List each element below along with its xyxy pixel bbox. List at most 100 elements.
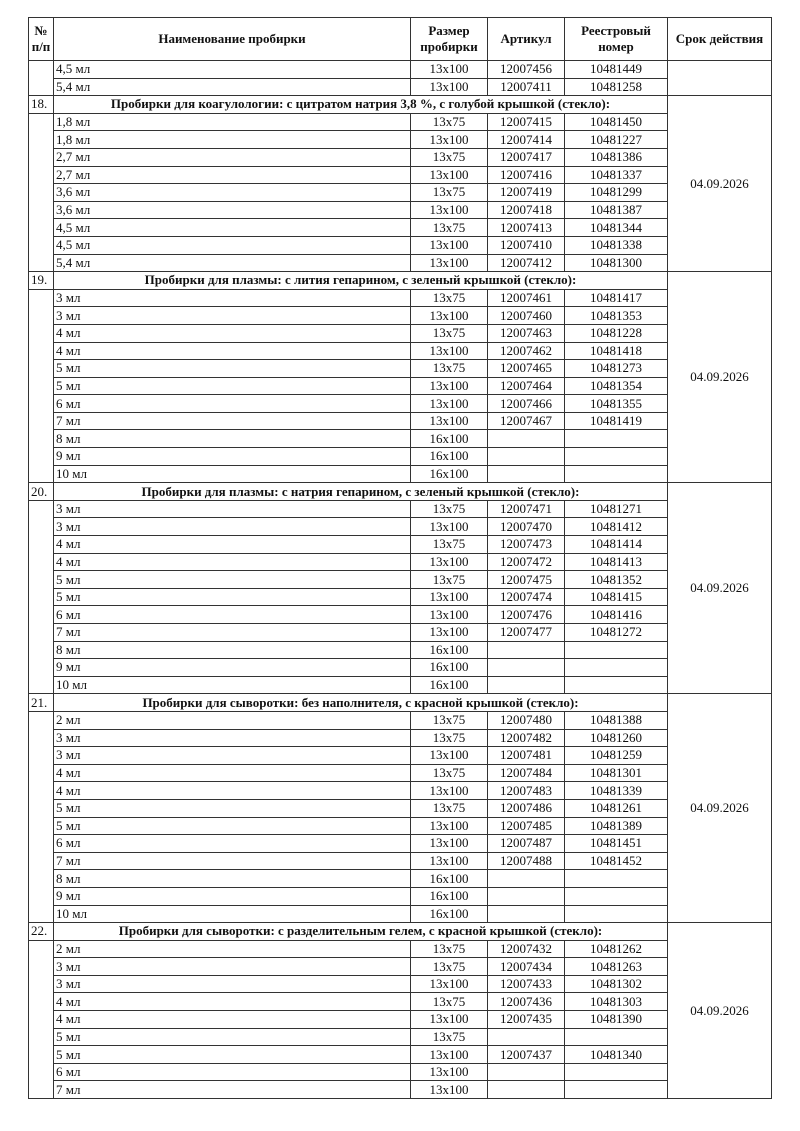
- tube-registry-number: 10481301: [564, 763, 668, 783]
- tube-volume: 6 мл: [53, 834, 411, 853]
- tube-registry-number: [564, 904, 668, 924]
- tube-registry-number: [564, 658, 668, 677]
- tube-volume: 5,4 мл: [53, 77, 411, 97]
- table-row: 3 мл 13x75 12007471 10481271: [28, 499, 772, 695]
- table-row: 2,7 мл 13x75 12007417 10481386: [29, 147, 772, 167]
- tube-registry-number: 10481419: [564, 411, 668, 431]
- tube-article: 12007464: [487, 376, 565, 396]
- tube-volume: 2 мл: [53, 710, 411, 730]
- tube-volume: 3 мл: [53, 499, 411, 519]
- tube-registry-number: 10481340: [564, 1045, 668, 1064]
- tube-article: 12007416: [487, 165, 565, 185]
- section-number: 22.: [28, 922, 54, 941]
- tube-size: 13x100: [410, 1010, 488, 1029]
- tube-article: 12007487: [487, 834, 565, 853]
- tube-article: 12007471: [487, 499, 565, 519]
- tube-size: 13x100: [410, 341, 488, 361]
- table-row: 3 мл 13x75 12007461 10481417: [28, 288, 772, 484]
- tube-size: 13x100: [410, 552, 488, 572]
- section-number: 18.: [28, 95, 54, 114]
- header-name: Наименование пробирки: [53, 17, 411, 61]
- table-row: 6 мл 13x100: [29, 1062, 772, 1082]
- tube-size: 16x100: [410, 640, 488, 660]
- tube-registry-number: [564, 886, 668, 906]
- expiry-date: 04.09.2026: [667, 693, 772, 924]
- tube-volume: 5 мл: [53, 1027, 411, 1047]
- tube-article: [487, 447, 565, 466]
- table-row: 4 мл 13x100 12007462 10481418: [29, 341, 772, 361]
- tube-size: 13x100: [410, 77, 488, 97]
- tube-article: 12007461: [487, 288, 565, 308]
- tube-volume: 3,6 мл: [53, 200, 411, 220]
- tube-article: [487, 904, 565, 924]
- tube-registry-number: 10481303: [564, 992, 668, 1012]
- tube-article: 12007456: [487, 60, 565, 79]
- header-num: № п/п: [28, 17, 54, 61]
- table-row: 7 мл 13x100 12007467 10481419: [29, 411, 772, 431]
- tube-registry-number: 10481449: [564, 60, 668, 79]
- tube-size: 13x75: [410, 183, 488, 202]
- tube-article: 12007413: [487, 218, 565, 237]
- table-row: 10 мл 16x100: [29, 464, 772, 484]
- tube-size: 13x100: [410, 306, 488, 325]
- tube-registry-number: 10481272: [564, 623, 668, 642]
- tube-article: 12007434: [487, 957, 565, 976]
- tube-article: 12007418: [487, 200, 565, 220]
- section-header-row: 19. Пробирки для плазмы: с лития гепарино…: [28, 271, 772, 484]
- tube-size: 16x100: [410, 886, 488, 906]
- number-spacer-cell: [28, 710, 54, 924]
- tube-registry-number: [564, 1080, 668, 1100]
- tube-size: 13x100: [410, 605, 488, 624]
- section-number: 20.: [28, 482, 54, 501]
- tube-article: 12007476: [487, 605, 565, 624]
- tube-registry-number: [564, 640, 668, 660]
- tube-size: 16x100: [410, 447, 488, 466]
- tube-size: 13x75: [410, 992, 488, 1012]
- tube-volume: 9 мл: [53, 447, 411, 466]
- tube-registry-number: [564, 429, 668, 449]
- table-row: 3 мл 13x100 12007481 10481259: [29, 746, 772, 765]
- tube-article: [487, 464, 565, 484]
- number-spacer-cell: [28, 499, 54, 695]
- table-row: 3 мл 13x100 12007470 10481412: [29, 517, 772, 537]
- tube-article: 12007470: [487, 517, 565, 537]
- tube-volume: 3 мл: [53, 746, 411, 765]
- tube-volume: 4,5 мл: [53, 218, 411, 237]
- tube-volume: 4 мл: [53, 763, 411, 783]
- tube-registry-number: 10481339: [564, 781, 668, 800]
- table-body: 4,5 мл 13x100 12007456 10481449 5,4 мл 13x100…: [28, 59, 772, 1100]
- tube-registry-number: 10481390: [564, 1010, 668, 1029]
- tube-size: 13x75: [410, 1027, 488, 1047]
- tube-volume: 7 мл: [53, 623, 411, 642]
- table-row: 8 мл 16x100: [29, 429, 772, 449]
- tube-article: 12007472: [487, 552, 565, 572]
- tube-size: 13x100: [410, 974, 488, 994]
- tube-volume: 5 мл: [53, 798, 411, 818]
- tube-article: [487, 869, 565, 888]
- tube-article: [487, 675, 565, 695]
- expiry-date: [667, 59, 772, 97]
- tube-article: 12007482: [487, 728, 565, 748]
- tube-size: 13x100: [410, 200, 488, 220]
- tube-registry-number: [564, 869, 668, 888]
- section-title: Пробирки для плазмы: с лития гепарином, …: [53, 271, 668, 290]
- tube-article: 12007463: [487, 323, 565, 343]
- tube-size: 13x100: [410, 1080, 488, 1100]
- tube-size: 16x100: [410, 464, 488, 484]
- section-title: Пробирки для плазмы: с натрия гепарином,…: [53, 482, 668, 501]
- tube-volume: 7 мл: [53, 411, 411, 431]
- tube-article: 12007484: [487, 763, 565, 783]
- tube-volume: 3 мл: [53, 517, 411, 537]
- tube-volume: 4 мл: [53, 992, 411, 1012]
- tube-size: 13x100: [410, 253, 488, 273]
- tube-size: 16x100: [410, 429, 488, 449]
- header-row: № п/п Наименование пробирки Размер проби…: [28, 17, 772, 61]
- tube-article: 12007414: [487, 130, 565, 149]
- table-row: 7 мл 13x100 12007488 10481452: [29, 851, 772, 871]
- tube-registry-number: 10481352: [564, 570, 668, 589]
- tube-registry-number: 10481258: [564, 77, 668, 97]
- tube-volume: 2,7 мл: [53, 147, 411, 167]
- tube-size: 16x100: [410, 658, 488, 677]
- table-row: 4,5 мл 13x100 12007456 10481449: [28, 59, 772, 97]
- table-row: 4 мл 13x75 12007463 10481228: [29, 323, 772, 343]
